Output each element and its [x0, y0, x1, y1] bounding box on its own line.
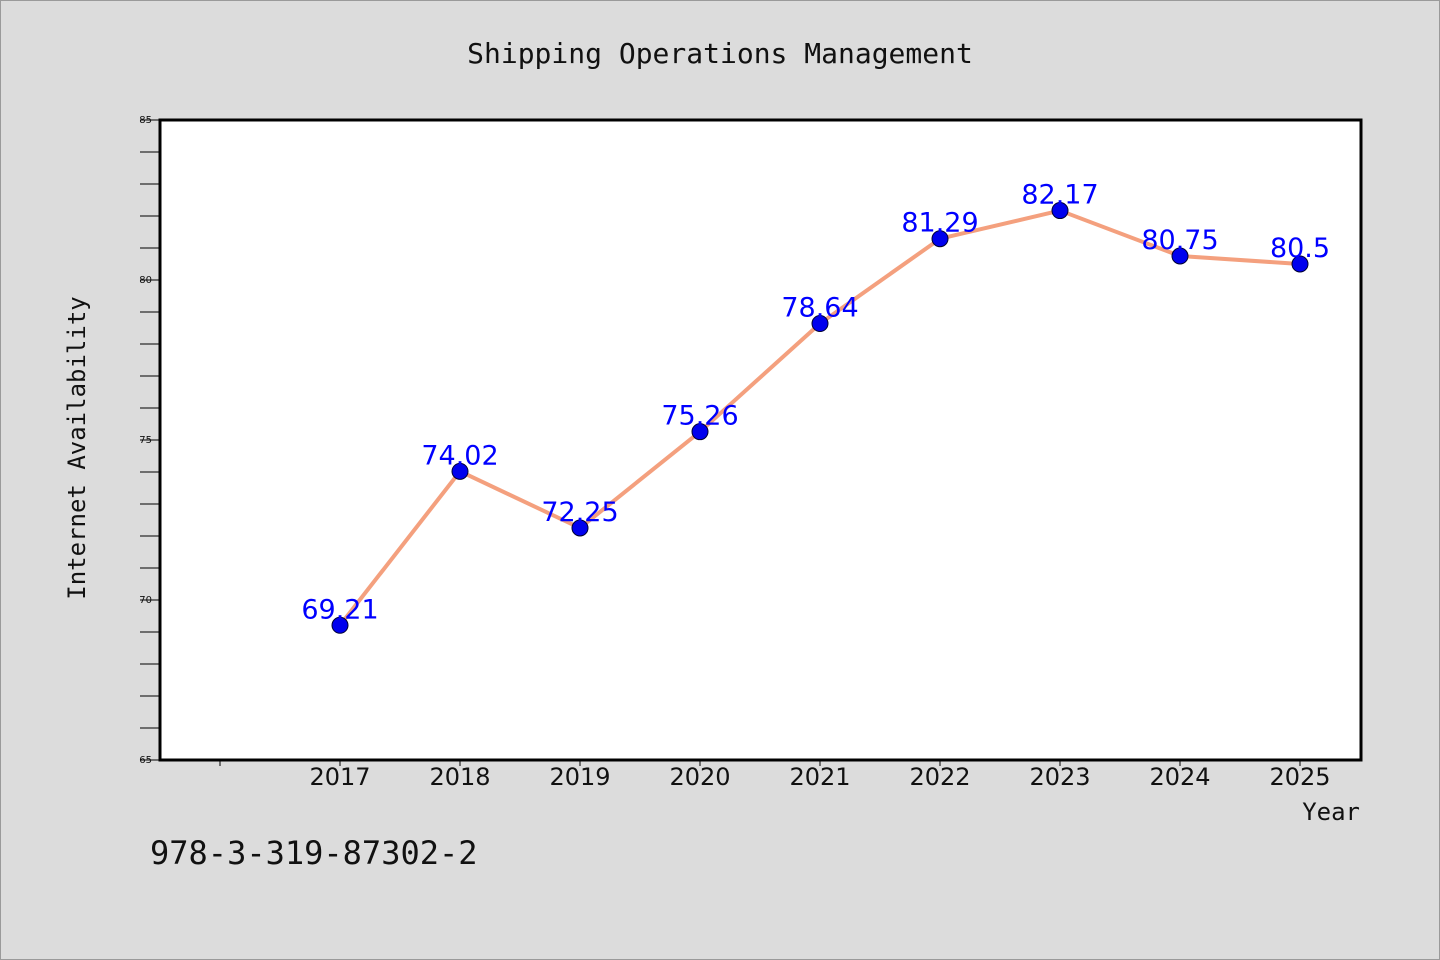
- data-label: 78.64: [781, 293, 858, 324]
- x-tick-label: 2021: [789, 763, 850, 791]
- x-axis: 2017 2018 2019 2020 2021 2022 2023 2024 2025: [219, 760, 1331, 791]
- data-label: 80.75: [1141, 225, 1218, 256]
- data-point: [331, 616, 349, 634]
- plot-area: [160, 120, 1361, 760]
- y-tick-label: 85: [139, 115, 152, 126]
- data-point: [1291, 255, 1309, 273]
- x-axis-label: Year: [1302, 798, 1360, 826]
- x-tick-label: 2024: [1149, 763, 1210, 791]
- x-tick-label: 2017: [309, 763, 370, 791]
- data-point: [691, 423, 709, 441]
- data-point: [571, 519, 589, 537]
- y-tick-label: 75: [139, 435, 152, 446]
- data-labels: 69.21 74.02 72.25 75.26 78.64 81.29 82.17 80.75…: [301, 180, 1330, 626]
- x-tick-label: 2018: [429, 763, 490, 791]
- data-label: 81.29: [901, 208, 978, 239]
- data-label: 82.17: [1021, 180, 1098, 211]
- data-point: [811, 315, 829, 333]
- data-label: 72.25: [541, 497, 618, 528]
- data-point: [1171, 247, 1189, 265]
- data-point: [931, 230, 949, 248]
- x-tick-label: 2023: [1029, 763, 1090, 791]
- y-tick-label: 70: [139, 595, 152, 606]
- data-label: 74.02: [421, 440, 498, 471]
- y-axis: 65 70 75 80 85: [139, 115, 160, 766]
- x-tick-label: 2019: [549, 763, 610, 791]
- x-tick-label: 2020: [669, 763, 730, 791]
- data-points: [331, 202, 1309, 634]
- data-label: 75.26: [661, 401, 738, 432]
- y-tick-label: 65: [139, 755, 152, 766]
- data-label: 80.5: [1270, 233, 1330, 264]
- data-label: 69.21: [301, 594, 378, 625]
- x-tick-label: 2025: [1269, 763, 1330, 791]
- x-tick-label: 2022: [909, 763, 970, 791]
- data-point: [1051, 202, 1069, 220]
- data-point: [451, 462, 469, 480]
- y-axis-label: Internet Availability: [63, 296, 91, 599]
- footer-identifier: 978-3-319-87302-2: [150, 834, 478, 872]
- plot-border: [158, 118, 1363, 762]
- chart-title: Shipping Operations Management: [467, 37, 973, 70]
- y-tick-label: 80: [139, 275, 152, 286]
